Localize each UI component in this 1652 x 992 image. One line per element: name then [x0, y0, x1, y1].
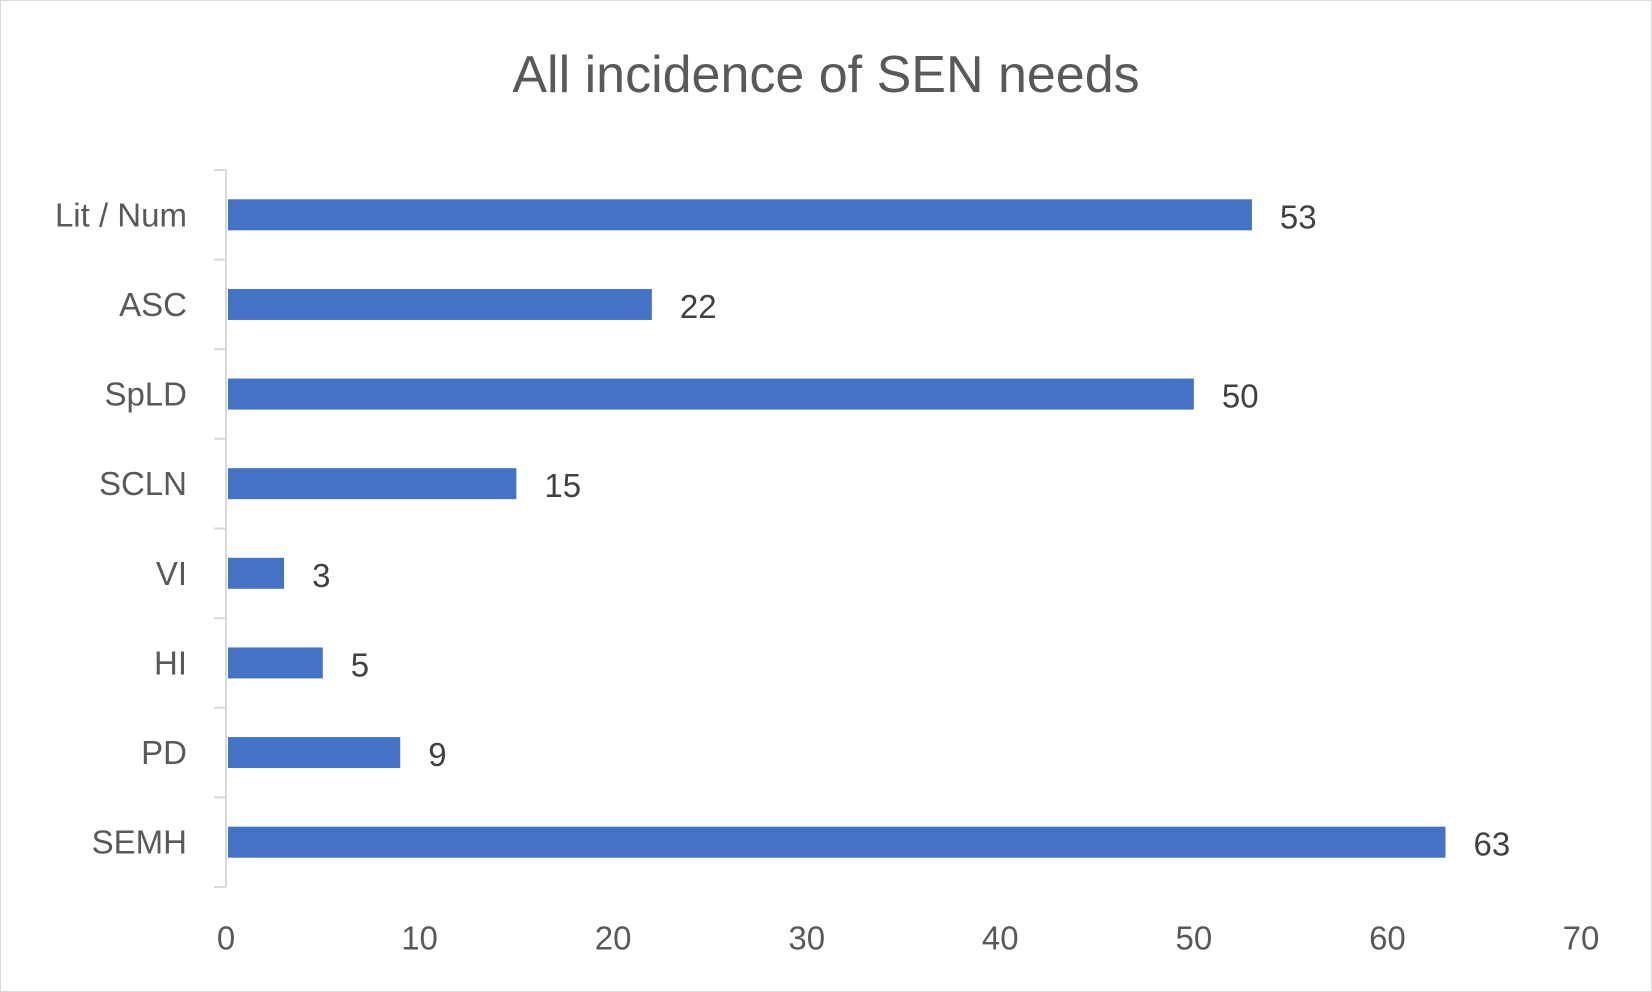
data-label: 50	[1222, 378, 1259, 415]
x-tick-label: 20	[595, 920, 632, 957]
bar	[228, 826, 1446, 858]
bar	[228, 557, 285, 589]
data-label: 9	[428, 736, 446, 773]
category-label: SCLN	[99, 465, 187, 502]
x-tick-label: 30	[788, 920, 825, 957]
bar	[228, 468, 517, 500]
x-tick-label: 10	[401, 920, 438, 957]
data-label: 53	[1280, 198, 1317, 235]
bar	[228, 378, 1194, 410]
x-tick-label: 40	[982, 920, 1019, 957]
bar	[228, 737, 401, 769]
data-label: 5	[351, 646, 369, 683]
category-label: SpLD	[104, 376, 187, 413]
category-label: Lit / Num	[55, 196, 187, 233]
bar	[228, 647, 323, 679]
category-label: SEMH	[92, 824, 187, 861]
chart-title: All incidence of SEN needs	[512, 46, 1140, 104]
x-tick-label: 50	[1175, 920, 1212, 957]
category-label: PD	[141, 734, 187, 771]
category-label: ASC	[119, 286, 187, 323]
bar	[228, 199, 1252, 231]
x-tick-label: 0	[217, 920, 235, 957]
x-tick-label: 70	[1563, 920, 1600, 957]
data-label: 15	[544, 467, 581, 504]
category-label: HI	[154, 644, 187, 681]
data-label: 63	[1474, 826, 1511, 863]
category-label: VI	[156, 555, 187, 592]
x-tick-label: 60	[1369, 920, 1406, 957]
bar	[228, 288, 652, 320]
data-label: 22	[680, 288, 717, 325]
data-label: 3	[312, 557, 330, 594]
